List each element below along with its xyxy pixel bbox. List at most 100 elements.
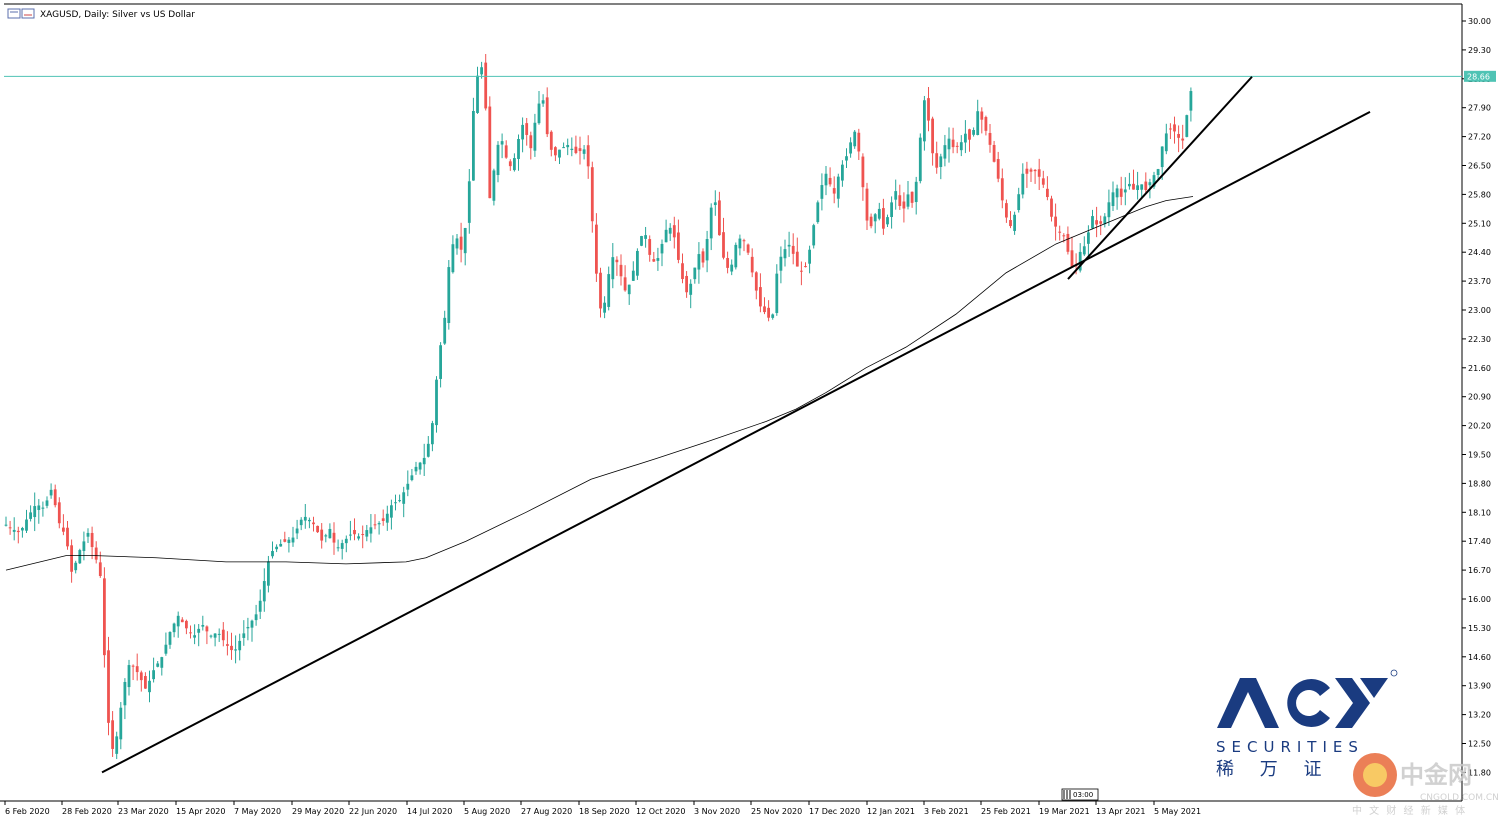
bull-candle — [467, 181, 471, 223]
bull-candle — [570, 148, 574, 151]
bull-candle — [262, 581, 266, 602]
bull-candle — [365, 530, 369, 537]
bull-candle — [234, 649, 237, 651]
y-tick-label: 29.30 — [1468, 46, 1491, 55]
bull-candle — [480, 67, 483, 75]
bull-candle — [627, 284, 631, 295]
bear-candle — [1119, 188, 1123, 197]
bear-candle — [599, 272, 602, 309]
bear-candle — [648, 239, 652, 255]
y-tick-label: 15.30 — [1468, 624, 1491, 633]
bull-candle — [824, 173, 828, 186]
bull-candle — [385, 513, 389, 523]
y-tick-label: 30.00 — [1468, 17, 1491, 26]
bull-candle — [582, 149, 586, 154]
chart-title: XAGUSD, Daily: Silver vs US Dollar — [40, 10, 195, 20]
bull-candle — [82, 541, 86, 551]
bull-candle — [841, 164, 844, 181]
bull-candle — [513, 158, 516, 171]
bull-candle — [1021, 173, 1025, 195]
bull-candle — [939, 156, 943, 168]
y-tick-label: 19.50 — [1468, 451, 1491, 460]
bull-candle — [172, 623, 176, 633]
bull-candle — [1160, 146, 1164, 168]
bear-candle — [144, 676, 147, 689]
bull-candle — [713, 202, 717, 206]
bull-candle — [271, 551, 274, 557]
bear-candle — [1095, 220, 1098, 225]
y-tick-label: 20.20 — [1468, 422, 1491, 431]
bull-candle — [492, 170, 496, 201]
bull-candle — [455, 238, 459, 249]
bull-candle — [976, 111, 980, 135]
bear-candle — [332, 532, 336, 543]
bull-candle — [213, 633, 217, 638]
bear-candle — [1173, 124, 1176, 132]
y-tick-label: 16.70 — [1468, 566, 1491, 575]
bear-candle — [508, 161, 512, 167]
bull-candle — [693, 267, 697, 280]
bull-candle — [1082, 246, 1086, 255]
bull-candle — [496, 144, 500, 176]
registered-icon — [1390, 669, 1398, 677]
bear-candle — [927, 98, 930, 121]
bull-candle — [787, 244, 791, 247]
bull-candle — [1013, 214, 1016, 231]
bull-candle — [1115, 188, 1119, 198]
y-tick-label: 14.60 — [1468, 653, 1491, 662]
bull-candle — [349, 534, 352, 536]
bear-candle — [1062, 235, 1066, 237]
bear-candle — [549, 131, 553, 150]
bear-candle — [180, 619, 184, 623]
time-marker[interactable]: 03:00 — [1061, 788, 1099, 801]
bear-candle — [767, 307, 770, 318]
bull-candle — [398, 500, 401, 502]
bear-candle — [488, 106, 492, 199]
bear-candle — [1025, 168, 1029, 174]
acy-logo-c-shape — [1287, 679, 1330, 728]
bear-candle — [980, 111, 984, 120]
bull-candle — [853, 131, 857, 147]
bear-candle — [529, 135, 533, 149]
bear-candle — [746, 244, 750, 253]
bear-candle — [111, 720, 114, 749]
bear-candle — [750, 256, 754, 273]
bear-candle — [1009, 220, 1012, 227]
bull-candle — [287, 539, 291, 543]
bear-candle — [66, 527, 69, 547]
bull-candle — [29, 512, 32, 519]
bull-candle — [410, 475, 414, 481]
bull-candle — [738, 238, 742, 249]
bull-candle — [78, 550, 82, 564]
bear-candle — [554, 147, 557, 156]
bull-candle — [836, 176, 840, 199]
bull-candle — [45, 500, 49, 506]
y-tick-label: 25.10 — [1468, 219, 1491, 228]
bull-candle — [414, 466, 418, 472]
bear-candle — [381, 518, 385, 521]
y-tick-label: 23.70 — [1468, 277, 1491, 286]
x-tick-label: 15 Apr 2020 — [176, 807, 225, 816]
bear-candle — [882, 208, 885, 229]
bear-candle — [804, 266, 807, 268]
price-axis: 30.0029.3028.6027.9027.2026.5025.8025.10… — [1462, 17, 1491, 777]
trendlines-layer[interactable] — [101, 76, 1371, 774]
bull-candle — [299, 519, 303, 526]
bull-candle — [964, 133, 967, 143]
bull-candle — [4, 524, 8, 526]
bear-candle — [955, 145, 959, 147]
bull-candle — [1087, 232, 1090, 244]
bear-candle — [795, 251, 799, 267]
bear-candle — [759, 287, 762, 307]
x-tick-label: 5 Aug 2020 — [464, 807, 510, 816]
bear-candle — [205, 626, 209, 632]
bull-candle — [808, 249, 811, 264]
moving-average-layer — [4, 75, 1462, 571]
bear-candle — [898, 195, 902, 206]
x-tick-label: 13 Apr 2021 — [1096, 807, 1145, 816]
y-tick-label: 13.20 — [1468, 711, 1491, 720]
bull-candle — [308, 519, 311, 522]
bull-candle — [611, 257, 615, 280]
